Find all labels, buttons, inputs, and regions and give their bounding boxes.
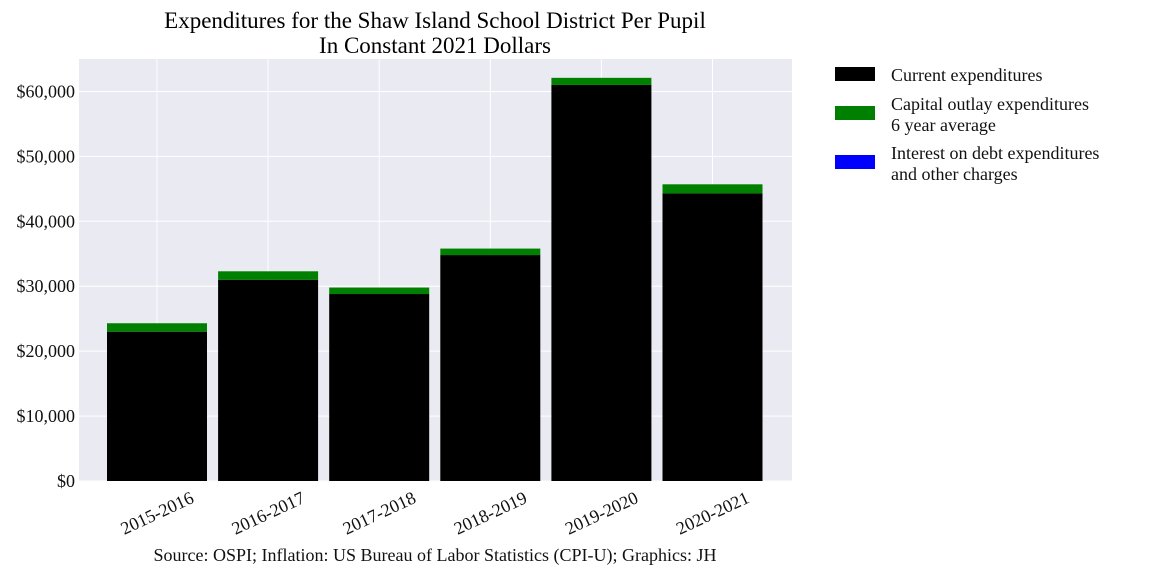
bar-2019-2020-series-0 [551, 84, 652, 481]
x-tick-label: 2019-2020 [562, 487, 641, 538]
x-axis-ticks: 2015-2016 2016-2017 2017-2018 2018-2019 2019… [118, 487, 753, 538]
legend-label: Current expenditures [891, 65, 1042, 85]
y-tick-label: $50,000 [17, 146, 76, 166]
y-tick-label: $0 [57, 471, 75, 491]
x-tick-label: 2015-2016 [118, 487, 197, 538]
legend-swatch [835, 155, 875, 169]
bar-2015-2016-series-1 [107, 323, 207, 332]
legend-label: and other charges [891, 164, 1018, 184]
bar-2020-2021-series-0 [662, 193, 763, 482]
y-tick-label: $10,000 [17, 406, 76, 426]
bar-2019-2020-series-1 [551, 77, 652, 85]
y-tick-label: $30,000 [17, 276, 76, 296]
legend-label: Interest on debt expenditures [891, 143, 1099, 163]
y-tick-label: $40,000 [17, 211, 76, 231]
chart-title: Expenditures for the Shaw Island School … [164, 8, 706, 33]
bar-2015-2016-series-0 [107, 331, 207, 481]
y-axis-ticks: $0 $10,000 $20,000 $30,000 $40,000 $50,000 $60… [17, 81, 76, 491]
bar-2018-2019-series-1 [440, 248, 541, 256]
legend-swatch [835, 67, 875, 81]
bar-2018-2019-series-0 [440, 255, 541, 481]
bars [107, 77, 763, 482]
bar-2017-2018-series-0 [329, 294, 430, 481]
bar-2017-2018-series-1 [329, 287, 430, 295]
source-note: Source: OSPI; Inflation: US Bureau of La… [154, 545, 717, 566]
x-tick-label: 2020-2021 [673, 487, 752, 538]
y-tick-label: $20,000 [17, 341, 76, 361]
y-tick-label: $60,000 [17, 81, 76, 101]
chart-subtitle: In Constant 2021 Dollars [319, 33, 551, 58]
bar-2020-2021-series-1 [662, 184, 763, 194]
x-tick-label: 2016-2017 [229, 487, 308, 538]
x-tick-label: 2018-2019 [451, 487, 530, 538]
x-tick-label: 2017-2018 [340, 487, 419, 538]
bar-2016-2017-series-0 [218, 279, 319, 481]
legend-label: 6 year average [891, 115, 996, 135]
legend-label: Capital outlay expenditures [891, 94, 1089, 114]
legend-swatch [835, 106, 875, 120]
bar-2016-2017-series-1 [218, 271, 319, 280]
legend: Current expenditures Capital outlay expen… [835, 65, 1099, 184]
